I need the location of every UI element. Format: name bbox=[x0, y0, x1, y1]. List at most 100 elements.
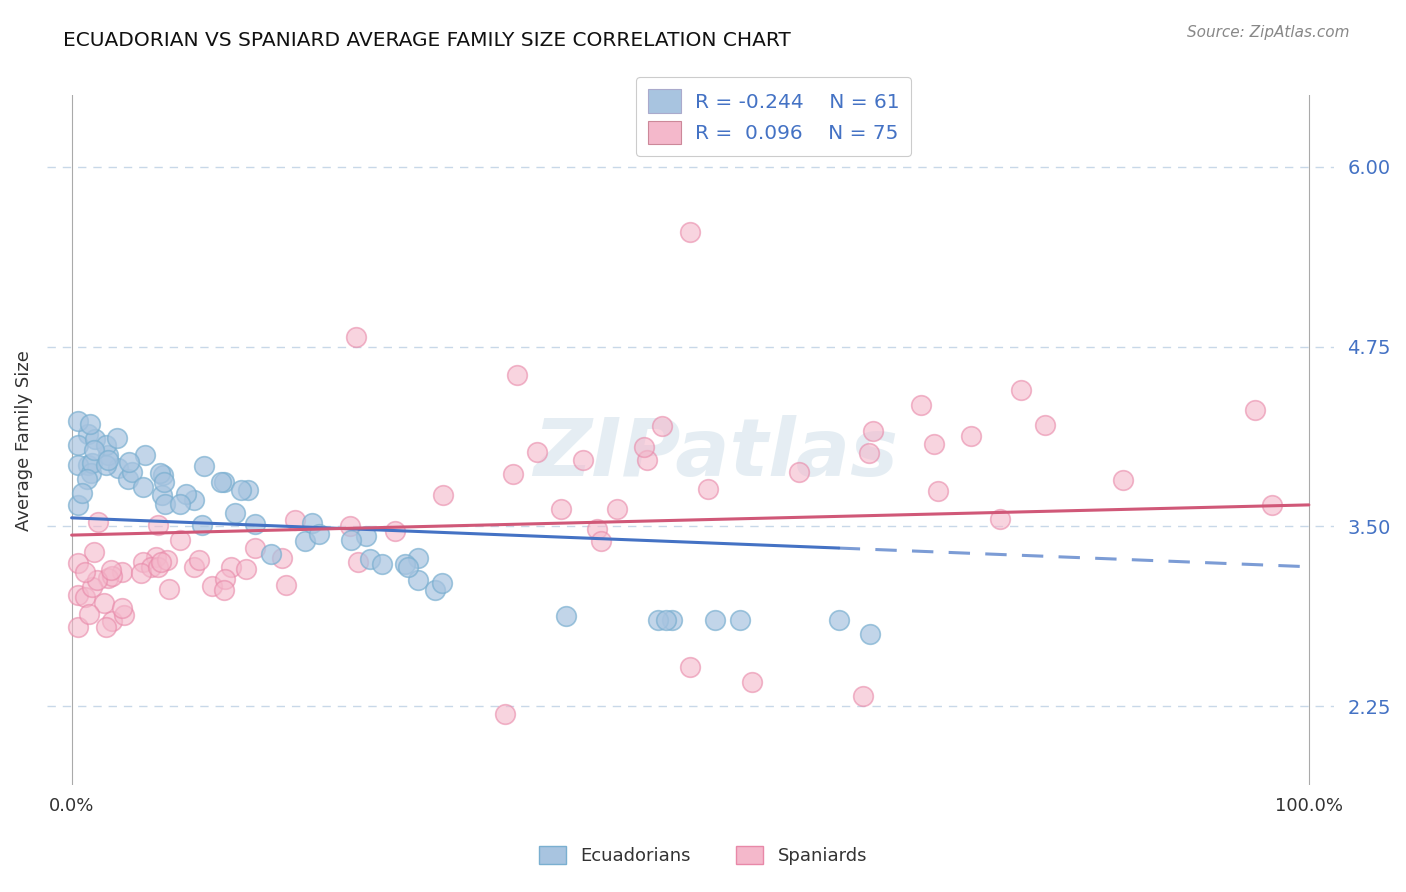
Text: ZIPatlas: ZIPatlas bbox=[533, 415, 898, 493]
Point bbox=[150, 488, 173, 502]
Legend: Ecuadorians, Spaniards: Ecuadorians, Spaniards bbox=[531, 838, 875, 872]
Point bbox=[112, 608, 135, 623]
Point bbox=[96, 448, 118, 462]
Point bbox=[988, 512, 1011, 526]
Point bbox=[169, 497, 191, 511]
Point bbox=[697, 482, 720, 496]
Point bbox=[86, 574, 108, 588]
Point bbox=[96, 571, 118, 585]
Point bbox=[153, 475, 176, 490]
Point bbox=[586, 522, 609, 536]
Point bbox=[201, 579, 224, 593]
Point bbox=[571, 453, 593, 467]
Point bbox=[284, 513, 307, 527]
Point bbox=[134, 449, 156, 463]
Point bbox=[117, 472, 139, 486]
Point bbox=[406, 574, 429, 588]
Point bbox=[80, 580, 103, 594]
Point bbox=[271, 550, 294, 565]
Point bbox=[146, 560, 169, 574]
Point bbox=[494, 706, 516, 721]
Point bbox=[922, 437, 945, 451]
Point bbox=[66, 438, 89, 452]
Point bbox=[274, 578, 297, 592]
Point bbox=[679, 225, 702, 239]
Point bbox=[84, 432, 107, 446]
Point bbox=[430, 576, 453, 591]
Point bbox=[636, 453, 658, 467]
Point bbox=[408, 551, 430, 566]
Point bbox=[554, 608, 576, 623]
Point bbox=[647, 613, 669, 627]
Point bbox=[828, 613, 851, 627]
Point bbox=[209, 475, 232, 489]
Point bbox=[145, 550, 167, 565]
Point bbox=[97, 453, 120, 467]
Point bbox=[212, 475, 235, 490]
Point bbox=[77, 607, 100, 621]
Point bbox=[79, 417, 101, 432]
Point bbox=[66, 588, 89, 602]
Point bbox=[80, 467, 103, 481]
Point bbox=[70, 486, 93, 500]
Point bbox=[927, 483, 949, 498]
Point bbox=[432, 488, 454, 502]
Point bbox=[156, 553, 179, 567]
Point bbox=[858, 446, 880, 460]
Point bbox=[183, 492, 205, 507]
Point bbox=[859, 627, 882, 641]
Point bbox=[111, 601, 134, 615]
Point bbox=[423, 583, 446, 598]
Point bbox=[526, 445, 548, 459]
Point bbox=[150, 555, 173, 569]
Point bbox=[1033, 417, 1056, 432]
Point bbox=[347, 555, 370, 569]
Point bbox=[704, 613, 727, 627]
Point bbox=[396, 559, 419, 574]
Point bbox=[852, 690, 875, 704]
Point bbox=[129, 566, 152, 581]
Point bbox=[187, 553, 209, 567]
Point bbox=[214, 572, 236, 586]
Point bbox=[370, 557, 392, 571]
Point bbox=[294, 534, 316, 549]
Point bbox=[87, 515, 110, 529]
Point bbox=[118, 455, 141, 469]
Point bbox=[121, 465, 143, 479]
Point bbox=[359, 552, 381, 566]
Point bbox=[83, 442, 105, 457]
Point bbox=[384, 524, 406, 538]
Point bbox=[132, 555, 155, 569]
Point bbox=[1244, 403, 1267, 417]
Point bbox=[787, 465, 810, 479]
Point bbox=[193, 458, 215, 473]
Point bbox=[959, 429, 981, 443]
Point bbox=[910, 399, 932, 413]
Point bbox=[550, 502, 572, 516]
Point bbox=[66, 414, 89, 428]
Point bbox=[76, 472, 98, 486]
Point bbox=[80, 456, 103, 470]
Point bbox=[93, 596, 115, 610]
Point bbox=[191, 517, 214, 532]
Point bbox=[394, 557, 416, 571]
Text: ECUADORIAN VS SPANIARD AVERAGE FAMILY SIZE CORRELATION CHART: ECUADORIAN VS SPANIARD AVERAGE FAMILY SI… bbox=[63, 31, 792, 50]
Point bbox=[155, 497, 177, 511]
Point bbox=[101, 614, 124, 628]
Point bbox=[633, 440, 655, 454]
Point bbox=[94, 620, 117, 634]
Point bbox=[149, 466, 172, 480]
Point bbox=[344, 329, 367, 343]
Point bbox=[1112, 474, 1135, 488]
Point bbox=[174, 486, 197, 500]
Point bbox=[100, 563, 122, 577]
Text: Source: ZipAtlas.com: Source: ZipAtlas.com bbox=[1187, 25, 1350, 40]
Y-axis label: Average Family Size: Average Family Size bbox=[15, 350, 32, 531]
Point bbox=[340, 533, 363, 548]
Point bbox=[606, 502, 628, 516]
Point bbox=[132, 480, 155, 494]
Point bbox=[67, 498, 90, 512]
Point bbox=[66, 620, 89, 634]
Point bbox=[73, 591, 96, 605]
Point bbox=[354, 528, 377, 542]
